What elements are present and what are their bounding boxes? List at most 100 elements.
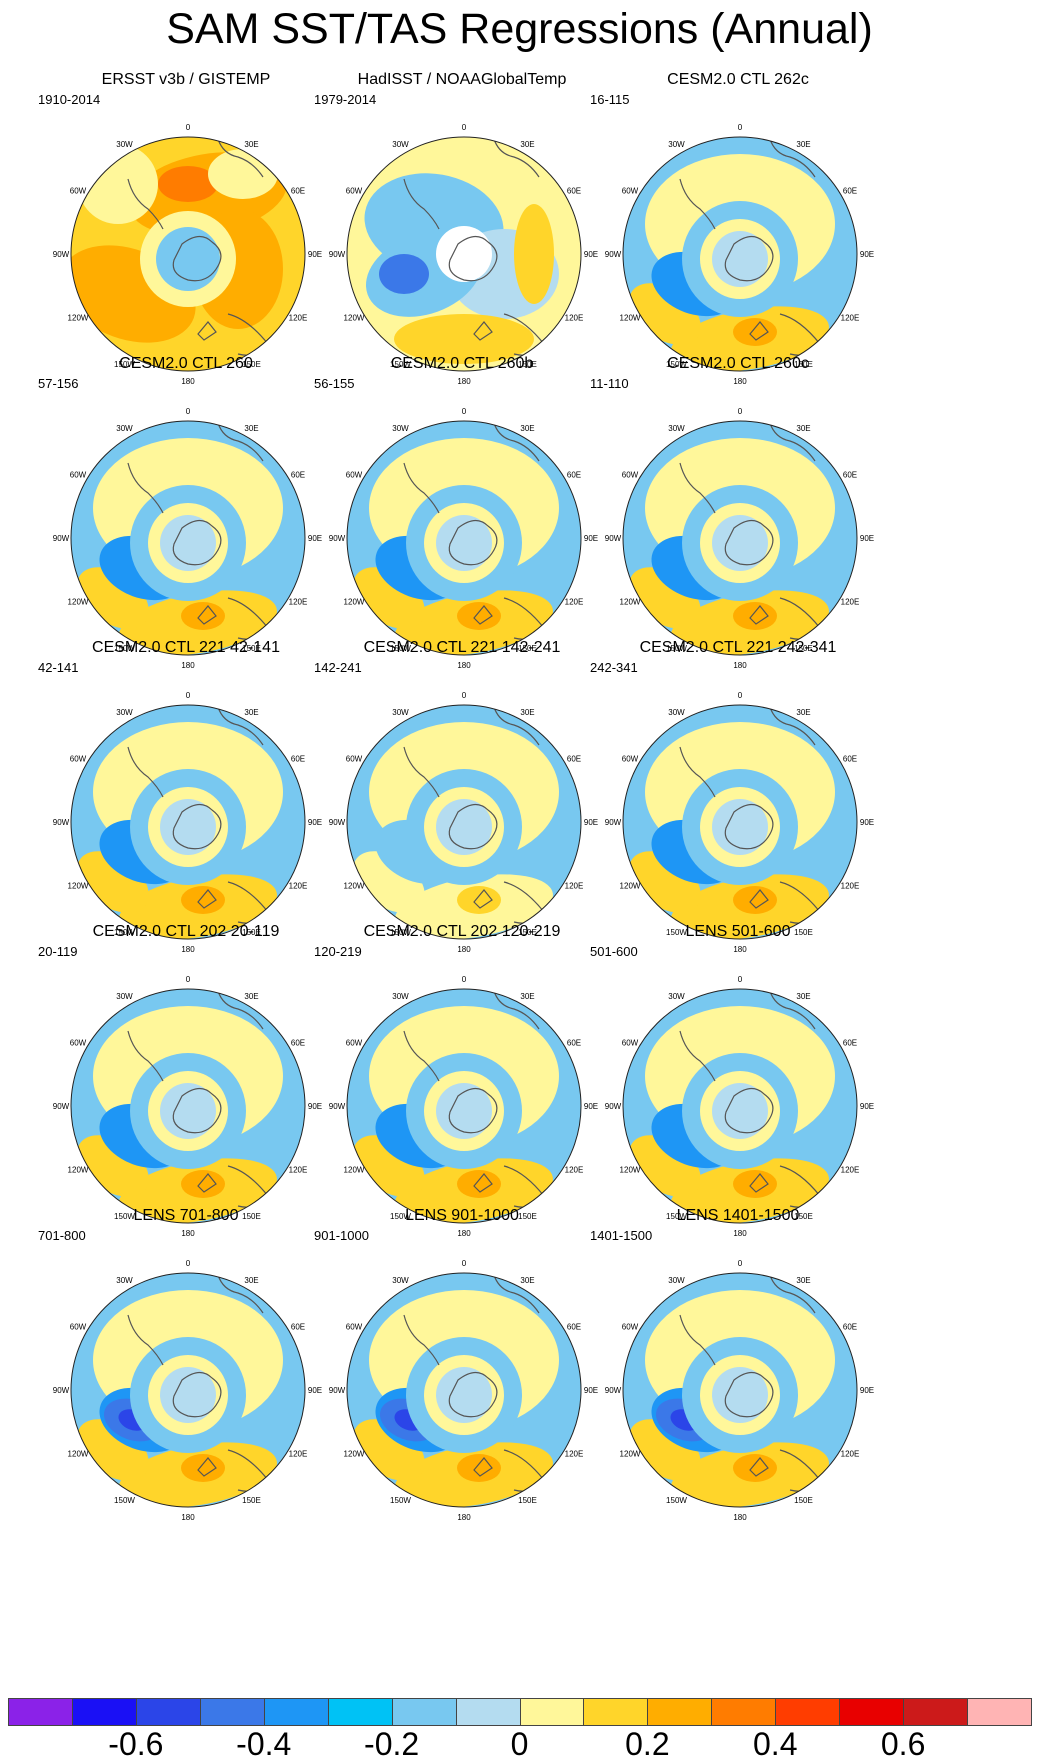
lon-label: 150E	[794, 644, 813, 653]
map-panel: CESM2.0 CTL 262c 16-115 0 30E 60E 90E 120E 150E…	[588, 70, 888, 386]
lon-label: 150W	[114, 1496, 135, 1505]
lon-label: 0	[186, 123, 191, 132]
lon-label: 30W	[668, 992, 685, 1001]
polar-map: 0 30E 60E 90E 120E 150E 180 150W 120W 90W 60W 30W	[53, 691, 322, 954]
lon-label: 180	[733, 1513, 747, 1522]
lon-label: 90W	[605, 534, 622, 543]
lon-label: 180	[181, 1513, 195, 1522]
lon-label: 90E	[308, 818, 322, 827]
panel-title: LENS 701-800	[133, 1207, 239, 1224]
map-panel: CESM2.0 CTL 260 57-156 0 30E 60E 90E 120E 150E 1…	[36, 354, 336, 670]
colorbar-box	[263, 1698, 329, 1726]
lon-label: 150E	[518, 1496, 537, 1505]
lon-label: 120E	[565, 1166, 584, 1175]
regression-field	[623, 705, 857, 939]
lon-label: 30W	[116, 140, 133, 149]
lon-label: 60W	[622, 1039, 639, 1048]
regression-field	[347, 989, 581, 1223]
lon-label: 150E	[794, 928, 813, 937]
panel-title: LENS 501-600	[685, 923, 791, 940]
lon-label: 30W	[668, 708, 685, 717]
lon-label: 60W	[70, 1039, 87, 1048]
lon-label: 30W	[116, 424, 133, 433]
lon-label: 90W	[53, 1386, 70, 1395]
lon-label: 30E	[796, 708, 810, 717]
lon-label: 60E	[843, 1039, 857, 1048]
lon-label: 30E	[520, 140, 534, 149]
map-panel: HadISST / NOAAGlobalTemp 1979-2014 0 30E 60E…	[312, 70, 612, 386]
colorbar-box	[391, 1698, 457, 1726]
lon-label: 90E	[584, 818, 598, 827]
panel-title: CESM2.0 CTL 202 120-219	[363, 923, 561, 940]
polar-map: 0 30E 60E 90E 120E 150E 180 150W 120W 90W 60W 30W	[53, 975, 322, 1238]
lon-label: 180	[457, 377, 471, 386]
lon-label: 150W	[114, 1212, 135, 1221]
lon-label: 120E	[289, 882, 308, 891]
lon-label: 60E	[843, 187, 857, 196]
lon-label: 150W	[390, 360, 411, 369]
colorbar-box	[647, 1698, 713, 1726]
lon-label: 150E	[518, 928, 537, 937]
colorbar	[8, 1698, 1032, 1726]
regression-field	[623, 137, 857, 371]
lon-label: 120W	[620, 1450, 641, 1459]
colorbar-tick-label: 0.4	[753, 1726, 798, 1762]
lon-label: 120W	[344, 314, 365, 323]
lon-label: 60W	[70, 1323, 87, 1332]
lon-label: 30E	[244, 992, 258, 1001]
regression-field	[623, 989, 857, 1223]
lon-label: 120E	[841, 882, 860, 891]
panel-period: 120-219	[314, 944, 362, 959]
polar-map: 0 30E 60E 90E 120E 150E 180 150W 120W 90W 60W 30W	[605, 975, 874, 1238]
panel-period: 11-110	[590, 376, 629, 391]
lon-label: 90W	[329, 250, 346, 259]
lon-label: 60E	[843, 755, 857, 764]
colorbar-box	[839, 1698, 905, 1726]
lon-label: 180	[733, 1229, 747, 1238]
panel-period: 1910-2014	[38, 92, 101, 107]
panel-period: 501-600	[590, 944, 638, 959]
figure-title: SAM SST/TAS Regressions (Annual)	[166, 5, 873, 53]
map-panel: LENS 1401-1500 1401-1500 0 30E 60E 90E 120E 150…	[588, 1206, 888, 1522]
panel-title: CESM2.0 CTL 221 42-141	[92, 639, 280, 656]
lon-label: 90E	[308, 534, 322, 543]
lon-label: 30E	[796, 424, 810, 433]
lon-label: 60E	[843, 471, 857, 480]
lon-label: 60W	[346, 755, 363, 764]
map-panel: LENS 701-800 701-800 0 30E 60E 90E 120E 150E 180…	[36, 1206, 336, 1522]
lon-label: 150E	[794, 1496, 813, 1505]
colorbar-tick-label: 0	[510, 1726, 529, 1762]
panel-period: 16-115	[590, 92, 630, 107]
lon-label: 150E	[518, 1212, 537, 1221]
lon-label: 180	[733, 945, 747, 954]
lon-label: 150E	[518, 360, 537, 369]
panel-title: ERSST v3b / GISTEMP	[101, 71, 271, 88]
lon-label: 120W	[68, 1450, 89, 1459]
lon-label: 150E	[794, 360, 813, 369]
lon-label: 0	[186, 1259, 191, 1268]
panel-period: 142-241	[314, 660, 362, 675]
lon-label: 180	[457, 661, 471, 670]
lon-label: 120E	[289, 1450, 308, 1459]
lon-label: 90W	[605, 1386, 622, 1395]
lon-label: 90E	[584, 1102, 598, 1111]
panel-title: CESM2.0 CTL 260b	[390, 355, 534, 372]
lon-label: 90E	[860, 1386, 874, 1395]
lon-label: 60E	[291, 187, 305, 196]
lon-label: 30E	[520, 708, 534, 717]
lon-label: 0	[186, 691, 191, 700]
lon-label: 60E	[291, 1039, 305, 1048]
lon-label: 30E	[520, 992, 534, 1001]
colorbar-box	[8, 1698, 73, 1726]
polar-map: 0 30E 60E 90E 120E 150E 180 150W 120W 90W 60W 30W	[329, 123, 598, 386]
lon-label: 60E	[567, 187, 581, 196]
lon-label: 90E	[308, 1386, 322, 1395]
regression-field	[71, 989, 305, 1223]
lon-label: 30W	[116, 992, 133, 1001]
map-panel: CESM2.0 CTL 202 20-119 20-119 0 30E 60E 90E 12…	[36, 922, 336, 1238]
lon-label: 90W	[53, 818, 70, 827]
lon-label: 120E	[841, 1166, 860, 1175]
panel-period: 901-1000	[314, 1228, 369, 1243]
colorbar-box	[711, 1698, 777, 1726]
lon-label: 150W	[666, 360, 687, 369]
